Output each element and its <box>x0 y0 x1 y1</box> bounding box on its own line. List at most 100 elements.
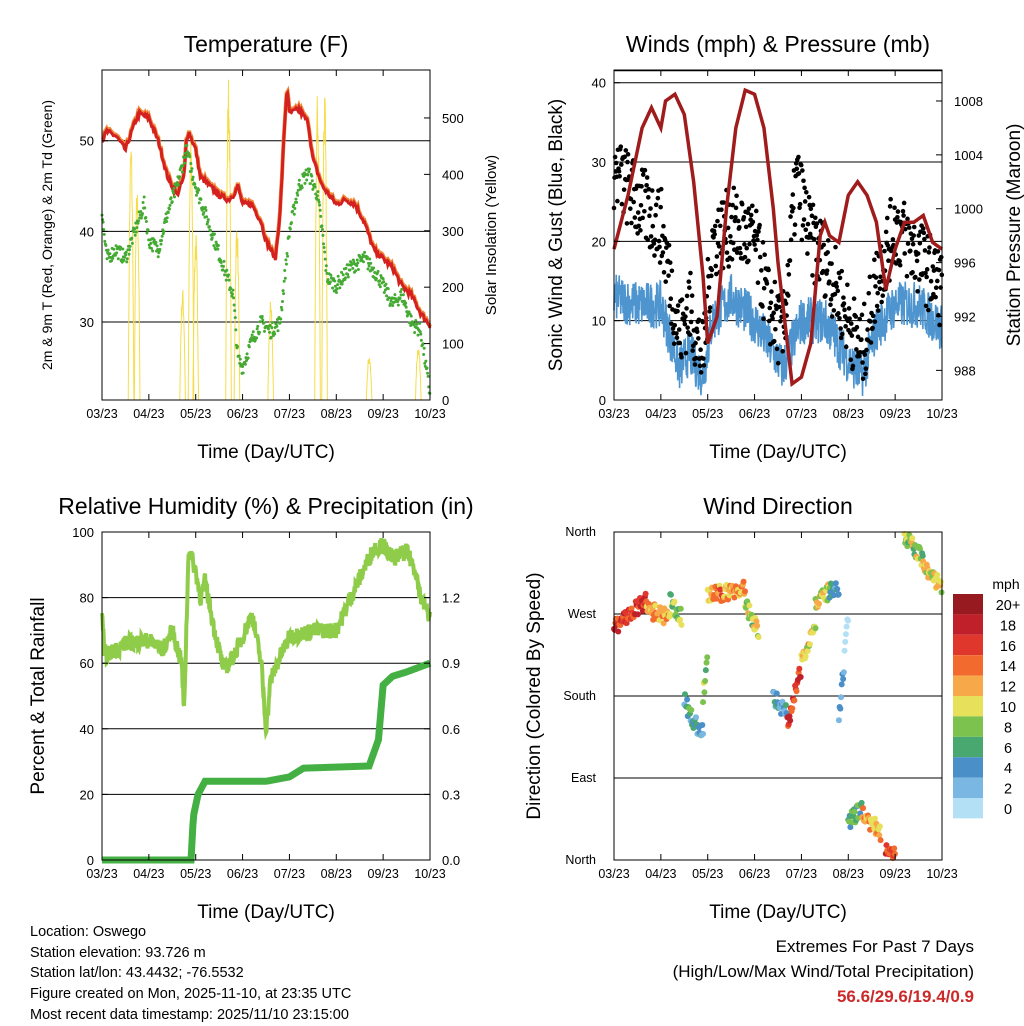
gust-point <box>930 264 936 269</box>
dewpoint-point <box>418 321 422 325</box>
gust-point <box>895 209 901 214</box>
dewpoint-point <box>355 258 359 262</box>
y-tick-label: West <box>568 607 597 621</box>
dewpoint-point <box>170 200 174 204</box>
dewpoint-point <box>199 197 203 201</box>
dewpoint-point <box>320 224 324 228</box>
sonic-wind-line <box>613 274 943 397</box>
dewpoint-point <box>344 266 348 270</box>
gust-point <box>806 194 812 200</box>
dewpoint-point <box>347 263 351 267</box>
station-info: Location: Oswego Station elevation: 93.7… <box>30 922 351 1026</box>
gust-point <box>625 159 630 165</box>
dewpoint-point <box>401 293 405 297</box>
gust-point <box>698 347 703 353</box>
dewpoint-point <box>158 247 162 251</box>
gust-point <box>638 202 644 208</box>
gust-point <box>750 203 755 209</box>
gust-point <box>872 319 878 324</box>
plot-frame <box>101 69 431 401</box>
dewpoint-point <box>367 264 371 268</box>
dewpoint-point <box>284 258 288 262</box>
wind-direction-point <box>740 578 747 585</box>
gust-point <box>892 205 897 211</box>
gust-point <box>732 218 738 224</box>
gust-point <box>688 319 694 325</box>
gust-point <box>778 318 783 324</box>
y-right-tick-label: 1008 <box>954 94 983 109</box>
gust-point <box>855 334 861 340</box>
panel-title: Winds (mph) & Pressure (mb) <box>626 31 930 57</box>
gust-point <box>649 188 655 193</box>
gust-point <box>800 168 805 173</box>
gust-point <box>635 210 641 215</box>
legend-swatch <box>953 675 983 696</box>
dewpoint-point <box>297 178 301 182</box>
wind-direction-point <box>717 586 724 593</box>
gust-point <box>922 236 927 242</box>
dewpoint-point <box>352 260 356 264</box>
gust-point <box>769 289 774 294</box>
dewpoint-point <box>365 255 369 259</box>
dewpoint-point <box>324 269 328 273</box>
gust-point <box>693 340 698 346</box>
gust-point <box>797 205 802 211</box>
gust-point <box>636 223 642 229</box>
y-right-tick-label: 1004 <box>954 148 983 163</box>
gust-point <box>837 316 842 321</box>
dewpoint-point <box>361 260 365 264</box>
dewpoint-point <box>280 299 284 303</box>
dewpoint-point <box>128 244 132 248</box>
gust-point <box>841 295 846 300</box>
dewpoint-point <box>273 332 277 336</box>
gust-point <box>737 245 743 251</box>
gust-point <box>897 262 903 268</box>
gust-point <box>613 169 618 174</box>
gust-point <box>760 304 765 309</box>
gust-point <box>831 308 837 313</box>
dewpoint-point <box>399 293 403 297</box>
dewpoint-point <box>269 335 273 339</box>
gust-point <box>621 187 627 192</box>
wind-direction-point <box>693 714 699 721</box>
legend-label: 14 <box>1000 659 1016 675</box>
y-right-tick-label: 996 <box>954 256 976 271</box>
gust-point <box>735 218 741 224</box>
y-right-tick-label: 0.6 <box>442 722 460 737</box>
dewpoint-point <box>124 250 128 254</box>
x-tick-label: 04/23 <box>645 407 676 421</box>
wind-direction-point <box>840 669 847 676</box>
y-tick-label: 50 <box>80 134 94 149</box>
gust-point <box>753 247 758 253</box>
gust-point <box>938 254 944 260</box>
x-tick-label: 09/23 <box>368 867 399 881</box>
gust-point <box>911 224 917 230</box>
x-axis-label: Time (Day/UTC) <box>709 902 847 923</box>
dewpoint-point <box>229 287 233 291</box>
gust-point <box>725 225 731 231</box>
gust-point <box>833 244 838 250</box>
gust-point <box>731 185 737 191</box>
dewpoint-point <box>130 241 134 245</box>
gust-point <box>706 285 712 290</box>
gust-point <box>913 274 918 280</box>
dewpoint-point <box>122 255 126 259</box>
legend-swatch <box>953 696 983 717</box>
x-tick-label: 08/23 <box>321 867 352 881</box>
dewpoint-point <box>289 221 293 225</box>
dewpoint-point <box>363 250 367 254</box>
gust-point <box>712 223 718 229</box>
gust-point <box>697 363 703 369</box>
dewpoint-point <box>189 161 193 165</box>
gust-point <box>655 195 661 201</box>
dewpoint-point <box>159 242 163 246</box>
gust-point <box>786 293 791 298</box>
dewpoint-point <box>166 210 170 214</box>
gust-point <box>640 172 646 177</box>
gust-point <box>832 291 838 297</box>
legend-label: 20+ <box>996 598 1021 614</box>
plot-frame <box>101 531 431 861</box>
dewpoint-point <box>255 336 259 340</box>
wind-direction-point <box>666 610 673 617</box>
gust-point <box>860 360 865 365</box>
